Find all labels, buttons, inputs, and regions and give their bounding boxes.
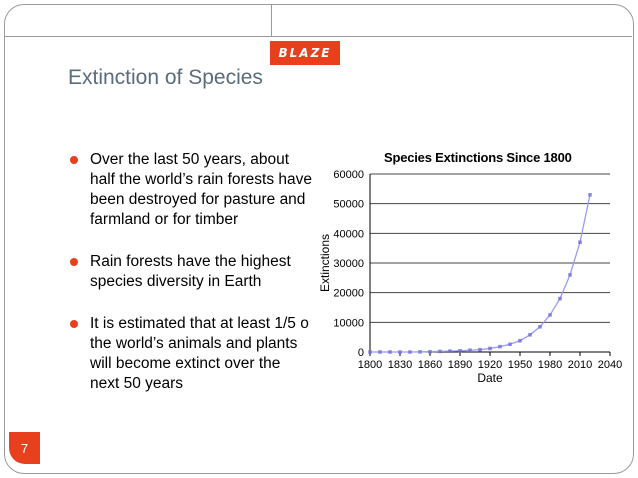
data-point	[488, 346, 492, 351]
data-point	[558, 296, 562, 301]
x-tick-label: 1860	[418, 359, 442, 371]
data-point	[518, 338, 522, 343]
data-point	[468, 348, 472, 353]
data-point	[548, 313, 552, 317]
x-tick-label: 1950	[508, 359, 532, 371]
data-point	[408, 350, 412, 354]
chart-svg: 0 10000 20000 30000 40000 50000 60000 1800 1830 1…	[318, 169, 622, 385]
y-tick-label: 60000	[333, 169, 364, 181]
data-point	[418, 350, 422, 354]
data-point	[458, 349, 462, 353]
y-axis-label: Extinctions	[318, 234, 332, 292]
x-tick-label: 1980	[538, 359, 562, 371]
slide-frame	[4, 4, 634, 474]
logo-text: BLAZE	[278, 46, 332, 60]
x-tick-label: 1830	[388, 359, 412, 371]
y-tick-label: 0	[358, 347, 364, 359]
data-point	[478, 347, 482, 352]
y-tick-label: 20000	[333, 288, 364, 300]
data-point	[378, 350, 382, 354]
data-point	[428, 349, 432, 354]
series-line	[370, 194, 591, 353]
data-point	[368, 350, 372, 354]
data-point	[568, 273, 572, 277]
data-point	[538, 324, 542, 329]
chart-title: Species Extinctions Since 1800	[384, 150, 572, 165]
y-tick-label: 50000	[333, 199, 364, 211]
data-point	[508, 342, 512, 347]
data-point	[398, 350, 402, 354]
y-tick-label: 10000	[333, 317, 364, 329]
data-point	[448, 349, 452, 353]
extinctions-chart: 0 10000 20000 30000 40000 50000 60000 1800 1830 1…	[318, 150, 622, 390]
x-tick-label: 1800	[358, 359, 382, 371]
data-point	[498, 344, 502, 349]
page-number-badge: 7	[9, 432, 40, 464]
data-point	[438, 349, 442, 354]
x-tick-label: 2010	[568, 359, 592, 371]
bullet-item: It is estimated that at least 1/5 o the …	[70, 314, 320, 394]
data-point	[528, 332, 532, 337]
page-number: 7	[20, 440, 29, 456]
data-point	[588, 192, 592, 197]
x-axis-label: Date	[477, 371, 503, 385]
y-tick-label: 40000	[333, 228, 364, 240]
data-point	[578, 240, 582, 245]
x-tick-label: 1920	[478, 359, 502, 371]
x-tick-label: 1890	[448, 359, 472, 371]
blaze-logo: BLAZE	[270, 41, 340, 65]
header-vertical-divider	[271, 4, 272, 37]
x-tick-label: 2040	[598, 359, 622, 371]
bullet-list: Over the last 50 years, about half the w…	[70, 150, 320, 416]
bullet-item: Rain forests have the highest species di…	[70, 252, 320, 292]
data-point	[388, 350, 392, 354]
header-divider	[4, 36, 632, 37]
bullet-item: Over the last 50 years, about half the w…	[70, 150, 320, 230]
y-tick-label: 30000	[333, 258, 364, 270]
slide-title: Extinction of Species	[68, 66, 263, 89]
